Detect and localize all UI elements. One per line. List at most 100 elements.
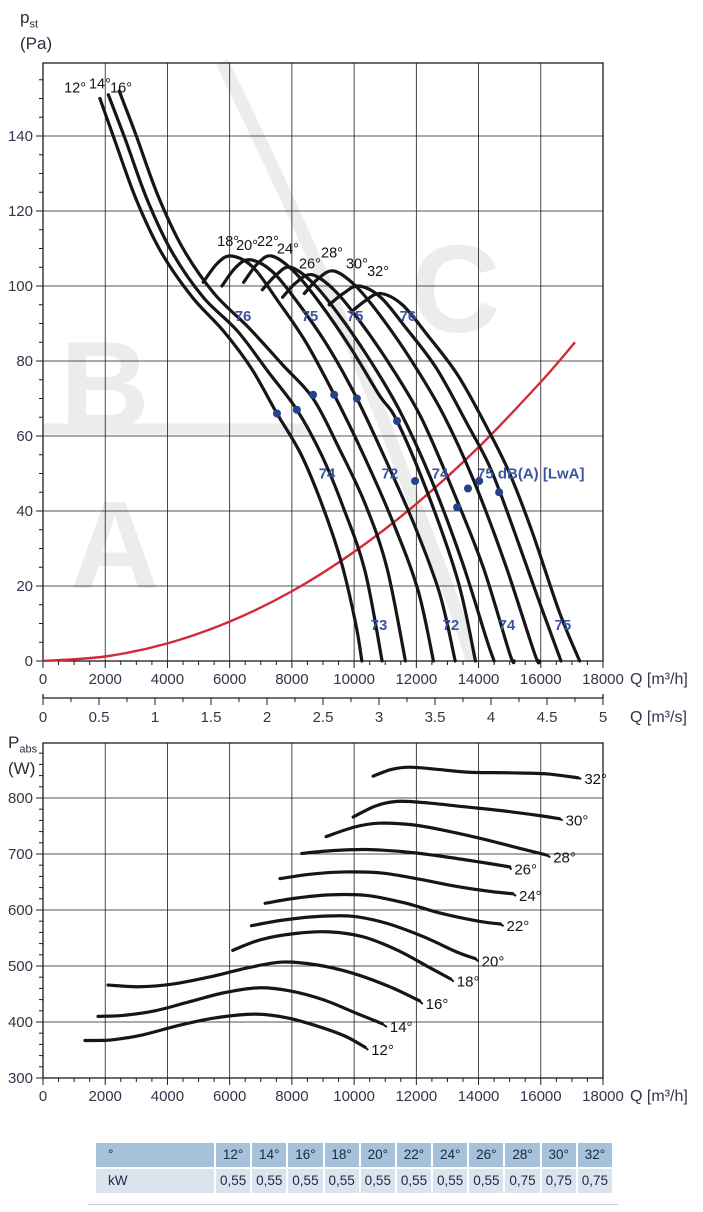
blade-angle-label: 20° <box>236 238 258 254</box>
table-header-angle: 24° <box>433 1143 468 1167</box>
fan-curve-18° <box>201 254 436 663</box>
table-cell-kw: 0,55 <box>324 1169 359 1193</box>
power-curve-12° <box>83 1012 367 1049</box>
svg-text:8000: 8000 <box>275 671 308 688</box>
fan-curve-20° <box>220 258 457 663</box>
blade-angle-label: 18° <box>457 974 480 991</box>
power-curve-30° <box>351 799 562 821</box>
svg-text:Q [m³/h]: Q [m³/h] <box>630 671 688 688</box>
pabs-unit: (W) <box>8 759 36 779</box>
noise-level-label: 72 <box>382 466 399 483</box>
svg-text:2000: 2000 <box>89 671 122 688</box>
svg-text:14000: 14000 <box>458 1088 500 1105</box>
noise-level-label: 75 <box>555 617 572 634</box>
svg-text:0: 0 <box>39 1088 47 1105</box>
table-header-angle: 22° <box>396 1143 432 1167</box>
pressure-axis-title: pst (Pa) <box>20 8 52 54</box>
table-header-angle-symbol: ° <box>96 1143 214 1167</box>
fan-curve-16° <box>117 89 408 663</box>
fan-curve-30° <box>327 284 563 663</box>
svg-text:0: 0 <box>39 709 47 726</box>
table-row-label-kw: kW <box>96 1169 214 1193</box>
noise-level-label: 75 dB(A) [LwA] <box>477 466 585 483</box>
operating-point <box>292 405 301 414</box>
svg-text:1: 1 <box>151 709 159 726</box>
fan-curve-12° <box>98 96 364 663</box>
blade-angle-label: 16° <box>110 80 132 96</box>
table-header-angle: 28° <box>505 1143 540 1167</box>
table-header-angle: 18° <box>324 1143 359 1167</box>
svg-text:12000: 12000 <box>395 1088 437 1105</box>
svg-text:400: 400 <box>8 1014 33 1031</box>
operating-point <box>495 488 504 497</box>
svg-text:100: 100 <box>8 278 33 295</box>
noise-level-label: 75 <box>347 308 364 325</box>
operating-point <box>463 484 472 493</box>
svg-text:10000: 10000 <box>333 671 375 688</box>
operating-point <box>272 409 281 418</box>
table-cell-kw: 0,55 <box>396 1169 432 1193</box>
svg-text:18000: 18000 <box>582 671 624 688</box>
svg-text:0: 0 <box>39 671 47 688</box>
table-cell-kw: 0,55 <box>288 1169 323 1193</box>
table-cell-kw: 0,75 <box>541 1169 576 1193</box>
svg-text:300: 300 <box>8 1070 33 1087</box>
power-curve-28° <box>324 821 549 857</box>
blade-angle-label: 22° <box>257 234 279 250</box>
power-curve-18° <box>231 930 453 981</box>
fan-curve-32° <box>349 291 582 663</box>
svg-text:4: 4 <box>487 709 495 726</box>
svg-text:500: 500 <box>8 958 33 975</box>
svg-text:6000: 6000 <box>213 671 246 688</box>
svg-text:4000: 4000 <box>151 1088 184 1105</box>
power-curve-14° <box>96 986 384 1026</box>
svg-text:20: 20 <box>16 578 33 595</box>
blade-angle-label: 22° <box>507 918 530 935</box>
blade-angle-label: 14° <box>390 1019 413 1036</box>
table-cell-kw: 0,75 <box>577 1169 612 1193</box>
power-rating-table: ° 12° 14° 16° 18° 20° 22° 24° 26° 28° 30° 32° kW 0,55… <box>96 1143 612 1193</box>
blade-angle-label: 14° <box>89 77 111 93</box>
svg-text:140: 140 <box>8 128 33 145</box>
svg-text:700: 700 <box>8 846 33 863</box>
table-cell-kw: 0,55 <box>360 1169 395 1193</box>
operating-point <box>393 417 402 425</box>
svg-text:0: 0 <box>25 653 33 670</box>
svg-text:Q [m³/h]: Q [m³/h] <box>630 1088 688 1105</box>
noise-level-label: 76 <box>400 308 417 325</box>
svg-text:12000: 12000 <box>395 671 437 688</box>
blade-angle-label: 24° <box>277 242 299 258</box>
table-cell-kw: 0,55 <box>216 1169 251 1193</box>
svg-text:2.5: 2.5 <box>313 709 334 726</box>
svg-text:4000: 4000 <box>151 671 184 688</box>
svg-text:A: A <box>70 477 160 615</box>
svg-text:B: B <box>60 317 150 455</box>
table-cell-kw: 0,55 <box>469 1169 504 1193</box>
pst-unit: (Pa) <box>20 34 53 54</box>
svg-text:3.5: 3.5 <box>425 709 446 726</box>
blade-angle-label: 28° <box>321 245 343 261</box>
table-bottom-divider <box>88 1204 618 1205</box>
svg-text:2000: 2000 <box>89 1088 122 1105</box>
svg-text:80: 80 <box>16 353 33 370</box>
noise-level-label: 75 <box>302 308 319 325</box>
svg-text:8000: 8000 <box>275 1088 308 1105</box>
blade-angle-label: 18° <box>217 234 239 250</box>
svg-text:16000: 16000 <box>520 671 562 688</box>
operating-point <box>475 477 484 485</box>
svg-text:C: C <box>411 221 501 359</box>
table-header-angle: 26° <box>469 1143 504 1167</box>
table-cell-kw: 0,55 <box>433 1169 468 1193</box>
noise-level-label: 76 <box>235 308 252 325</box>
svg-text:3: 3 <box>375 709 383 726</box>
pabs-subscript: abs <box>19 743 38 756</box>
table-header-angle: 20° <box>360 1143 395 1167</box>
svg-text:0.5: 0.5 <box>89 709 110 726</box>
operating-point <box>309 390 318 399</box>
power-curve-24° <box>278 870 515 896</box>
blade-angle-label: 12° <box>64 80 86 96</box>
operating-point <box>411 477 420 485</box>
table-header-angle: 12° <box>216 1143 251 1167</box>
